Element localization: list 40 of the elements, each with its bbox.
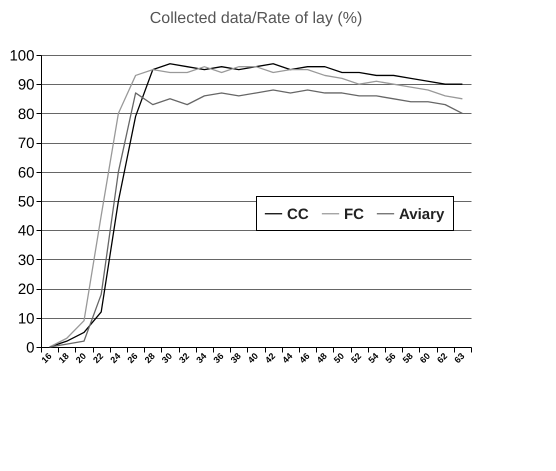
x-tick-label: 22: [91, 350, 106, 366]
y-tick-label: 90: [18, 76, 34, 94]
legend-label: FC: [344, 206, 364, 223]
y-tick-label: 20: [18, 281, 34, 298]
x-tick-label: 26: [125, 350, 140, 366]
x-tick-label: 32: [177, 350, 192, 366]
x-tick-label: 60: [418, 350, 432, 366]
x-tick-label: 63: [452, 350, 466, 366]
x-tick-label: 38: [228, 350, 243, 366]
y-tick-label: 60: [18, 164, 34, 182]
x-tick-label: 52: [349, 350, 364, 366]
x-tick-label: 46: [297, 350, 312, 366]
x-tick-label: 56: [383, 350, 398, 366]
chart-title: Collected data/Rate of lay (%): [150, 10, 362, 27]
x-tick-label: 42: [263, 350, 278, 366]
x-tick-label: 18: [56, 350, 71, 366]
x-tick-label: 28: [142, 350, 157, 366]
legend-label: CC: [287, 206, 309, 223]
y-tick-label: 40: [18, 222, 34, 240]
y-tick-label: 30: [18, 252, 34, 269]
x-tick-label: 40: [246, 350, 260, 366]
y-tick-label: 50: [18, 194, 34, 210]
x-tick-label: 44: [280, 350, 294, 366]
y-tick-label: 80: [18, 106, 34, 123]
legend-label: Aviary: [399, 206, 445, 223]
x-tick-label: 34: [194, 350, 208, 366]
y-tick-label: 70: [18, 135, 34, 152]
x-tick-label: 62: [435, 350, 450, 366]
x-tick-label: 36: [211, 350, 226, 366]
x-tick-label: 24: [108, 350, 122, 366]
x-tick-label: 30: [160, 350, 174, 366]
y-tick-label: 10: [18, 310, 34, 328]
x-tick-label: 48: [314, 350, 329, 366]
x-tick-label: 54: [366, 350, 380, 366]
y-tick-label: 100: [9, 48, 34, 64]
x-tick-label: 16: [39, 350, 54, 366]
x-tick-label: 20: [74, 350, 88, 366]
x-tick-label: 50: [332, 350, 346, 366]
y-tick-label: 0: [26, 340, 34, 356]
x-tick-label: 58: [400, 350, 415, 366]
